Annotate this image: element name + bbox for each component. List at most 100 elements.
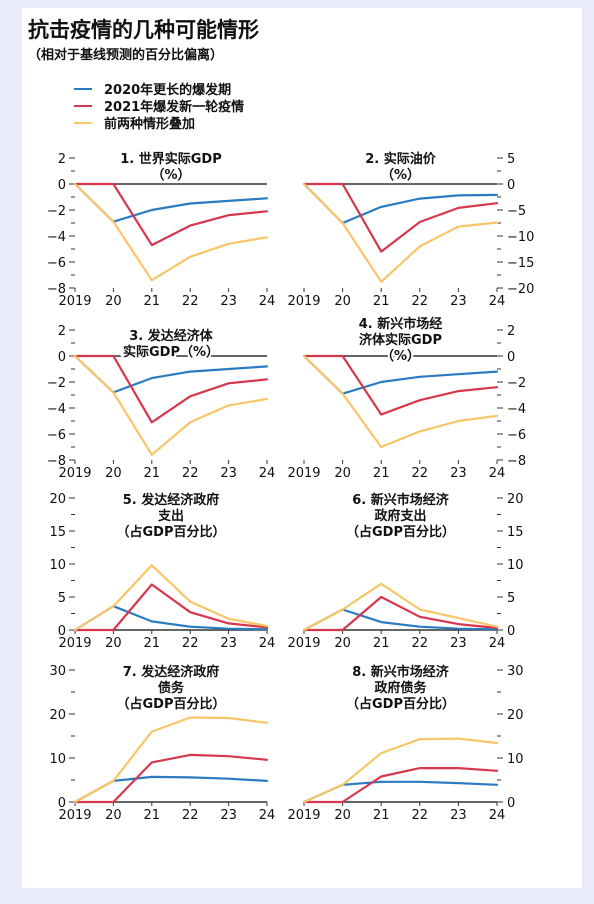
y-tick-label: 30	[49, 664, 66, 679]
x-tick-label: 22	[412, 636, 429, 651]
y-tick-label: 10	[49, 558, 66, 573]
y-tick-label: −2	[507, 376, 526, 391]
y-tick-label: 10	[507, 752, 524, 767]
chart-title-line: （占GDP百分比）	[346, 524, 455, 540]
series-line-2	[73, 583, 269, 632]
y-tick-label: 30	[507, 664, 524, 679]
chart-title-line: （%）	[381, 348, 420, 364]
legend: 2020年更长的爆发期 2021年爆发新一轮疫情 前两种情形叠加	[74, 80, 245, 132]
y-tick-label: 0	[58, 178, 66, 193]
y-tick-label: −8	[507, 454, 526, 469]
x-tick-label: 2019	[58, 636, 91, 651]
x-tick-label: 24	[489, 466, 506, 481]
series-line-2	[302, 595, 499, 632]
x-tick-label: 20	[334, 294, 351, 309]
chart-title-line: 济体实际GDP	[359, 332, 442, 348]
chart-title-line: 1. 世界实际GDP	[120, 151, 222, 167]
x-tick-label: 24	[259, 294, 276, 309]
chart-title-line: 2. 实际油价	[365, 151, 437, 167]
series-line-2	[302, 354, 499, 416]
y-tick-label: −8	[47, 454, 66, 469]
x-tick-label: 21	[373, 466, 390, 481]
y-tick-label: −2	[47, 204, 66, 219]
y-tick-label: 5	[58, 591, 66, 606]
y-tick-label: 10	[507, 558, 524, 573]
series-line-3	[73, 182, 269, 282]
y-tick-label: 15	[507, 525, 524, 540]
y-tick-label: −4	[507, 402, 526, 417]
y-tick-label: −15	[507, 256, 534, 271]
x-tick-label: 21	[373, 636, 390, 651]
y-tick-label: 0	[507, 350, 515, 365]
series-line-1	[73, 182, 269, 223]
x-tick-label: 2019	[287, 808, 320, 823]
y-tick-label: −5	[507, 204, 526, 219]
y-tick-label: 10	[49, 752, 66, 767]
x-tick-label: 23	[220, 808, 237, 823]
y-tick-label: 2	[58, 324, 66, 339]
legend-item-red: 2021年爆发新一轮疫情	[74, 97, 245, 115]
x-tick-label: 22	[412, 808, 429, 823]
chart-title-line: 6. 新兴市场经济	[352, 492, 450, 508]
x-tick-label: 24	[259, 808, 276, 823]
y-tick-label: 5	[507, 152, 515, 167]
series-line-2	[73, 354, 269, 424]
series-line-1	[302, 780, 499, 804]
y-tick-label: 0	[507, 624, 515, 639]
legend-item-yellow: 前两种情形叠加	[74, 114, 244, 132]
series-line-2	[302, 766, 499, 804]
chart-title-line: （%）	[151, 167, 190, 183]
y-tick-label: −10	[507, 230, 534, 245]
x-tick-label: 22	[182, 808, 199, 823]
series-line-2	[73, 182, 269, 247]
legend-label-yellow: 前两种情形叠加	[104, 117, 196, 132]
chart-title-line: 3. 发达经济体	[129, 328, 214, 344]
x-tick-label: 22	[182, 466, 199, 481]
y-tick-label: 0	[58, 350, 66, 365]
x-tick-label: 23	[450, 808, 467, 823]
series-line-3	[302, 354, 499, 449]
x-tick-label: 20	[105, 636, 122, 651]
x-tick-label: 23	[220, 466, 237, 481]
chart-title-line: 支出	[157, 508, 184, 524]
chart-title-line: （%）	[381, 167, 420, 183]
y-tick-label: 2	[507, 324, 515, 339]
y-tick-label: 0	[507, 178, 515, 193]
x-tick-label: 22	[182, 636, 199, 651]
series-line-2	[73, 753, 269, 804]
legend-swatch-blue	[74, 87, 92, 90]
chart-title-line: 7. 发达经济政府	[123, 664, 220, 680]
legend-label-blue: 2020年更长的爆发期	[104, 83, 232, 98]
x-tick-label: 24	[489, 636, 506, 651]
x-tick-label: 20	[334, 808, 351, 823]
x-tick-label: 2019	[287, 294, 320, 309]
x-tick-label: 22	[412, 294, 429, 309]
series-line-1	[73, 775, 269, 804]
x-tick-label: 2019	[287, 466, 320, 481]
x-tick-label: 23	[450, 466, 467, 481]
series-line-1	[302, 182, 499, 225]
chart-panel-8: 0 10 20 30 2019 20 21 22 23 24 8. 新兴市场经济政府债务（占GDP百…	[287, 662, 524, 823]
legend-item-blue: 2020年更长的爆发期	[74, 80, 244, 98]
x-tick-label: 22	[182, 294, 199, 309]
page-title: 抗击疫情的几种可能情形	[28, 18, 259, 42]
chart-title-line: 5. 发达经济政府	[123, 492, 220, 508]
y-tick-label: 15	[49, 525, 66, 540]
series-line-3	[73, 354, 269, 456]
y-tick-label: −8	[47, 282, 66, 297]
x-tick-label: 21	[373, 808, 390, 823]
series-line-3	[302, 582, 499, 632]
legend-label-red: 2021年爆发新一轮疫情	[104, 100, 245, 115]
series-line-3	[302, 182, 499, 283]
x-tick-label: 21	[144, 466, 161, 481]
y-tick-label: 5	[507, 591, 515, 606]
y-tick-label: 20	[507, 492, 524, 507]
x-tick-label: 20	[105, 808, 122, 823]
chart-panel-6: 0 5 10 15 20 2019 20 21 22 23 24 6. 新兴市场经济政府支出（占GDP…	[287, 490, 524, 651]
y-tick-label: −6	[507, 428, 526, 443]
legend-swatch-red	[74, 104, 92, 107]
y-tick-label: 20	[507, 708, 524, 723]
